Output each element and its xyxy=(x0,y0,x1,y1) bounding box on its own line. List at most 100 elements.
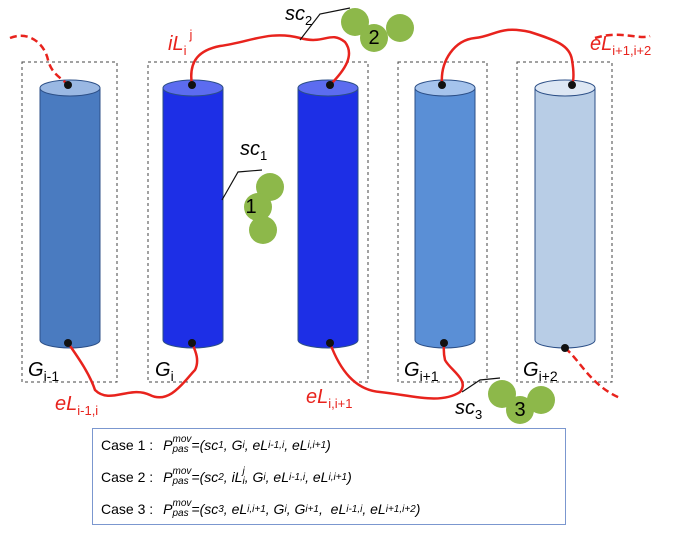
formula-text: , eL xyxy=(319,501,346,517)
link xyxy=(330,343,463,399)
link-label-base: iL xyxy=(168,33,184,55)
side-chain-base: sc xyxy=(240,138,260,160)
anchor xyxy=(438,81,446,89)
formula-text: =(sc xyxy=(191,437,218,453)
side-chain-label: sc3 xyxy=(455,397,482,422)
anchor xyxy=(64,81,72,89)
case-label: Case 3 : xyxy=(101,501,153,517)
side-chain-label: sc2 xyxy=(285,3,312,28)
formula-text: , eL xyxy=(284,437,307,453)
formula-sub: i,i+1 xyxy=(328,472,347,483)
formula-text: , G xyxy=(224,437,243,453)
group-label-base: G xyxy=(523,359,539,381)
link xyxy=(565,348,620,398)
group-label: Gi+2 xyxy=(523,359,558,384)
formula-text: , eL xyxy=(305,469,328,485)
group-label: Gi-1 xyxy=(28,359,59,384)
link-label-sup: j xyxy=(188,27,192,42)
formula-sub: i,i+1 xyxy=(247,504,266,515)
anchor xyxy=(440,339,448,347)
formula-text: ) xyxy=(347,469,352,485)
formula-sub: i+1,i+2 xyxy=(386,504,416,515)
helix xyxy=(535,88,595,348)
link-label-base: eL xyxy=(590,33,612,55)
link-label-sub: i+1,i+2 xyxy=(612,43,651,58)
formula-sub: i-1,i xyxy=(268,440,284,451)
helix xyxy=(298,88,358,348)
link-label: eLi-1,i xyxy=(55,393,98,418)
helix-top xyxy=(535,80,595,96)
group-label-sub: i-1 xyxy=(44,368,60,384)
cluster-label: 2 xyxy=(368,27,379,49)
figure: 1 2 3 Gi-1 Gi Gi+1 Gi+2 eLi-1,i iLij eLi… xyxy=(0,0,676,539)
link xyxy=(10,36,68,85)
link xyxy=(442,30,574,85)
anchor xyxy=(326,339,334,347)
cluster-label: 3 xyxy=(514,399,525,421)
formula-text: , G xyxy=(287,501,306,517)
link-label-base: eL xyxy=(55,393,77,415)
anchor xyxy=(64,339,72,347)
link xyxy=(68,343,197,397)
formula-sub: i,i+1 xyxy=(308,440,327,451)
side-chain-base: sc xyxy=(285,3,305,25)
formula-text: , eL xyxy=(266,469,289,485)
case-label: Case 2 : xyxy=(101,469,153,485)
formula-sub: pas xyxy=(172,477,191,487)
case-label: Case 1 : xyxy=(101,437,153,453)
residue xyxy=(249,216,277,244)
formula-text: , eL xyxy=(362,501,385,517)
formula-text: ) xyxy=(326,437,331,453)
side-chain-sub: 2 xyxy=(305,13,312,28)
script-stack: movpas xyxy=(172,499,191,519)
group-label-sub: i+2 xyxy=(539,368,558,384)
cluster-label: 1 xyxy=(245,196,256,218)
formula-text: , G xyxy=(266,501,285,517)
group-label: Gi xyxy=(155,359,174,384)
formula-sub: i-1,i xyxy=(346,504,362,515)
anchor xyxy=(188,81,196,89)
group-label-base: G xyxy=(28,359,44,381)
link-label: iLij xyxy=(168,27,192,58)
formula-sub: pas xyxy=(172,509,191,519)
anchor xyxy=(326,81,334,89)
side-chain-sub: 3 xyxy=(475,407,482,422)
anchor xyxy=(561,344,569,352)
helix xyxy=(163,88,223,348)
link-label-sub: i-1,i xyxy=(77,403,98,418)
anchor xyxy=(568,81,576,89)
side-chain-label: sc1 xyxy=(240,138,267,163)
group-label-base: G xyxy=(155,359,171,381)
residue xyxy=(527,386,555,414)
formula-text: , eL xyxy=(245,437,268,453)
helix xyxy=(415,88,475,348)
formula-text: , iL xyxy=(224,469,243,485)
link xyxy=(191,35,349,85)
helix xyxy=(40,88,100,348)
formula-text: , eL xyxy=(224,501,247,517)
group-label: Gi+1 xyxy=(404,359,439,384)
formula-text: =(sc xyxy=(191,501,218,517)
group-label-sub: i xyxy=(171,368,174,384)
link-label-base: eL xyxy=(306,386,328,408)
formula-sub: pas xyxy=(172,445,191,455)
link-label: eLi,i+1 xyxy=(306,386,352,411)
formula-text: ) xyxy=(416,501,421,517)
formula-sub: i+1 xyxy=(305,504,319,515)
formula-text: =(sc xyxy=(191,469,218,485)
group-label-base: G xyxy=(404,359,420,381)
link-label-sub: i xyxy=(184,43,187,58)
side-chain-sub: 1 xyxy=(260,148,267,163)
residue xyxy=(386,14,414,42)
diagram: 1 2 3 Gi-1 Gi Gi+1 Gi+2 eLi-1,i iLij eLi… xyxy=(0,0,676,430)
formula-text: , G xyxy=(245,469,264,485)
anchor xyxy=(188,339,196,347)
side-chain-base: sc xyxy=(455,397,475,419)
case-row: Case 3 :Pmovpas=(sc3, eLi,i+1, Gi, Gi+1,… xyxy=(101,493,565,525)
link-label-sub: i,i+1 xyxy=(328,396,352,411)
